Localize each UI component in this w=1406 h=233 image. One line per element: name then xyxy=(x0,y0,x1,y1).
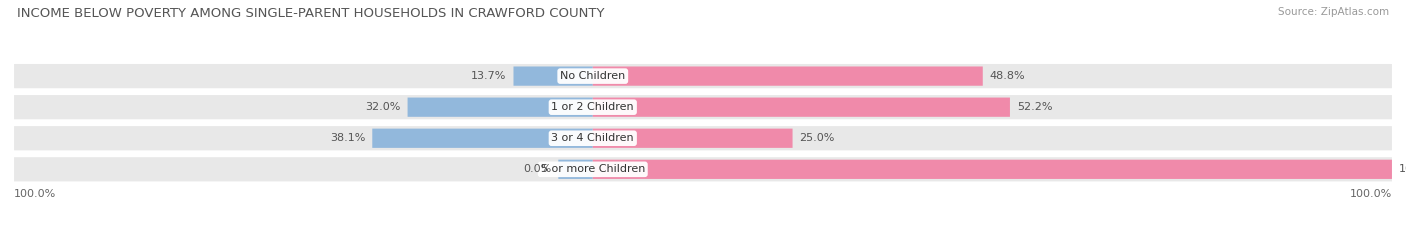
Text: 38.1%: 38.1% xyxy=(330,133,366,143)
Text: 52.2%: 52.2% xyxy=(1017,102,1052,112)
Text: 100.0%: 100.0% xyxy=(1350,188,1392,199)
Text: INCOME BELOW POVERTY AMONG SINGLE-PARENT HOUSEHOLDS IN CRAWFORD COUNTY: INCOME BELOW POVERTY AMONG SINGLE-PARENT… xyxy=(17,7,605,20)
FancyBboxPatch shape xyxy=(558,160,593,179)
FancyBboxPatch shape xyxy=(14,157,1392,182)
Text: 0.0%: 0.0% xyxy=(523,164,551,174)
FancyBboxPatch shape xyxy=(14,95,1392,119)
FancyBboxPatch shape xyxy=(593,98,1010,117)
FancyBboxPatch shape xyxy=(593,160,1392,179)
Text: 25.0%: 25.0% xyxy=(800,133,835,143)
Text: 100.0%: 100.0% xyxy=(1399,164,1406,174)
Text: No Children: No Children xyxy=(560,71,626,81)
FancyBboxPatch shape xyxy=(14,64,1392,88)
Text: 5 or more Children: 5 or more Children xyxy=(540,164,645,174)
FancyBboxPatch shape xyxy=(513,66,593,86)
FancyBboxPatch shape xyxy=(593,129,793,148)
Text: Source: ZipAtlas.com: Source: ZipAtlas.com xyxy=(1278,7,1389,17)
Text: 1 or 2 Children: 1 or 2 Children xyxy=(551,102,634,112)
FancyBboxPatch shape xyxy=(373,129,593,148)
Text: 3 or 4 Children: 3 or 4 Children xyxy=(551,133,634,143)
Text: 32.0%: 32.0% xyxy=(366,102,401,112)
Text: 48.8%: 48.8% xyxy=(990,71,1025,81)
FancyBboxPatch shape xyxy=(14,126,1392,150)
Text: 100.0%: 100.0% xyxy=(14,188,56,199)
FancyBboxPatch shape xyxy=(593,66,983,86)
Text: 13.7%: 13.7% xyxy=(471,71,506,81)
FancyBboxPatch shape xyxy=(408,98,593,117)
